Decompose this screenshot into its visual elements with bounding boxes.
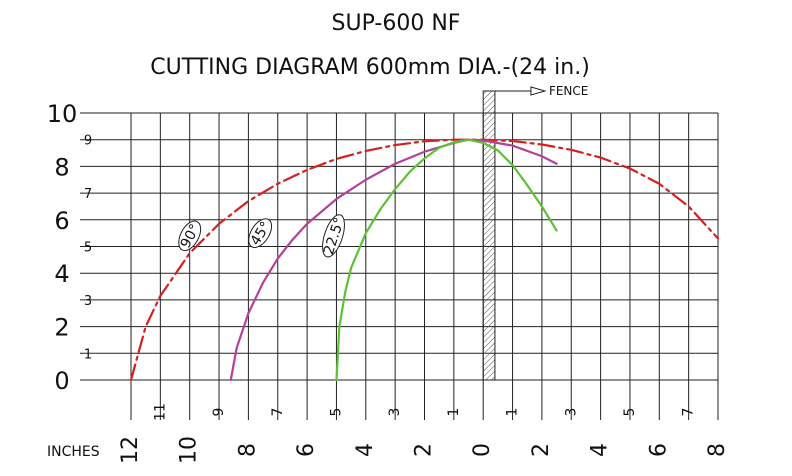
- fence-arrow-head: [530, 86, 547, 96]
- x-tick-labels: 12 10 8 6 4 2 0 2 4 6 811 9 7 5 3 1 1 3 5 7: [118, 403, 730, 464]
- y-tick-label-minor: 1: [84, 347, 92, 362]
- x-tick-label-minor: 7: [681, 408, 697, 417]
- curve-labels: 90° 45° 22.5°: [178, 214, 348, 258]
- x-tick-label-minor: 9: [211, 408, 227, 417]
- curve-label: 22.5°: [321, 214, 348, 258]
- x-tick-label: 6: [646, 443, 671, 457]
- y-tick-labels: 0 2 4 6 8 10 1 3 5 7 9: [47, 100, 92, 395]
- grid: [80, 112, 719, 420]
- x-tick-label: 0: [470, 443, 495, 457]
- x-tick-label: 2: [529, 443, 554, 457]
- series-group: [129, 138, 720, 382]
- chart-subtitle: CUTTING DIAGRAM 600mm DIA.-(24 in.): [150, 55, 590, 80]
- x-tick-label-minor: 1: [446, 408, 462, 417]
- curve-label-bubble: [322, 214, 345, 258]
- x-tick-label-minor: 3: [387, 408, 403, 417]
- x-tick-label: 12: [118, 436, 143, 464]
- fence: FENCE: [482, 84, 588, 381]
- curve-label-bubble: [178, 220, 202, 252]
- x-tick-label: 4: [353, 443, 378, 457]
- y-tick-label: 0: [54, 367, 69, 395]
- x-tick-label-minor: 5: [328, 408, 344, 417]
- x-tick-label-minor: 5: [622, 408, 638, 417]
- x-tick-label: 4: [588, 443, 613, 457]
- y-tick-label-minor: 7: [84, 187, 92, 202]
- series-line: [335, 138, 558, 382]
- x-tick-label-minor: 3: [563, 408, 579, 417]
- y-tick-label-minor: 5: [84, 241, 92, 256]
- curve-label-bubble: [248, 218, 273, 249]
- series-line: [129, 138, 720, 382]
- x-tick-label: 6: [294, 443, 319, 457]
- y-tick-label: 2: [54, 314, 69, 342]
- x-tick-label: 10: [177, 436, 202, 464]
- x-tick-label: 8: [705, 443, 730, 457]
- y-tick-label: 4: [54, 260, 69, 288]
- series-line: [229, 138, 558, 382]
- curve-label-text: 22.5°: [321, 216, 348, 257]
- y-tick-label: 8: [54, 153, 69, 181]
- curve-label: 90°: [178, 220, 203, 252]
- chart-title: SUP-600 NF: [332, 11, 461, 36]
- fence-bar: [482, 90, 496, 381]
- x-tick-label-minor: 11: [152, 403, 168, 421]
- y-tick-label: 6: [54, 207, 69, 235]
- curve-label: 45°: [248, 218, 274, 249]
- x-tick-label: 2: [412, 443, 437, 457]
- x-tick-label-minor: 7: [270, 408, 286, 417]
- y-tick-label: 10: [47, 100, 78, 128]
- x-axis-label: INCHES: [47, 444, 100, 460]
- y-tick-label-minor: 9: [84, 134, 92, 149]
- x-tick-label: 8: [235, 443, 260, 457]
- y-tick-label-minor: 3: [84, 294, 92, 309]
- x-tick-label-minor: 1: [505, 408, 521, 417]
- fence-label: FENCE: [549, 84, 588, 98]
